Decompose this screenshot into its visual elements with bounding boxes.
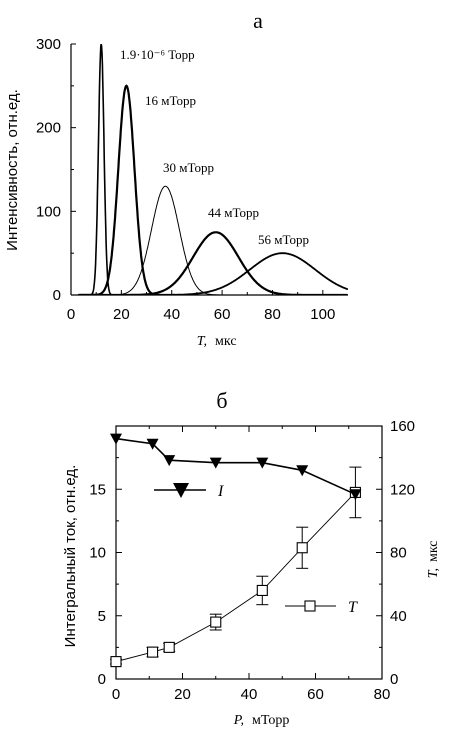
panel-b-series-T-marker [256,584,268,597]
panel-a-x-tick-label: 0 [67,306,75,323]
panel-b-x-tick-label: 20 [174,686,191,703]
legend-I-marker [173,483,189,498]
panel-b-series-T-line [115,492,356,663]
panel-a-series-label: 30 мТорр [163,160,214,175]
panel-b-y-axis-label: Интегральный ток, отн.ед. [62,465,79,648]
panel-a-chart: а Интенсивность, отн.ед. 0 20 40 60 80 100 0 10… [4,8,348,349]
panel-a-series-line [78,84,175,295]
panel-a-series-label: 1.9·10⁻⁶ Торр [120,47,195,62]
panel-a-x-tick-label: 60 [214,306,231,323]
panel-a-label: а [253,8,263,33]
panel-b-series-I-marker [256,457,269,469]
panel-a-series-line [79,231,348,295]
panel-b-chart: б Интегральный ток, отн.ед. T, мкс 0 20 40… [62,388,441,728]
panel-b-series-I-marker [209,457,222,469]
panel-a-x-axis-label: T, [197,334,207,349]
panel-b-right-axis-title: T, мкс [426,540,441,578]
panel-a-x-tick-label: 20 [113,306,130,323]
panel-b-series-I-marker [296,465,309,477]
panel-b-series-I-marker [110,433,122,445]
panel-b-series-T-marker [210,616,222,628]
panel-b-right-y-tick-label: 120 [390,481,415,498]
panel-a-series-label: 44 мТорр [208,205,259,220]
panel-b-right-axis-unit: мкс [426,540,441,562]
legend-T-label: T [348,599,358,616]
panel-b-y-tick-label: 5 [98,608,106,625]
panel-b-y-tick-label: 0 [98,671,106,688]
panel-b-right-y-tick-label: 0 [390,671,398,688]
panel-a-series-label: 16 мТорр [145,93,196,108]
panel-a-y-axis-label: Интенсивность, отн.ед. [4,89,21,251]
legend-T-marker [304,600,316,612]
panel-a-y-tick-label: 0 [53,287,61,304]
panel-a-series-label: 56 мТорр [258,232,309,247]
panel-a-series-line [84,44,118,295]
panel-a-x-tick-label: 40 [163,306,180,323]
panel-b-label: б [216,388,227,413]
panel-a-y-tick-label: 300 [36,36,61,53]
panel-b-series-I-marker [163,455,176,467]
panel-b-series-T-marker [296,542,308,554]
panel-b-right-y-tick-label: 40 [390,608,407,625]
panel-b-x-axis-label: P, [233,713,244,728]
panel-b-series-T-marker [147,646,159,658]
panel-b-y-tick-label: 15 [89,481,106,498]
panel-a-x-tick-label: 80 [264,306,281,323]
panel-b-right-y-tick-label: 80 [390,545,407,562]
panel-b-y-tick-label: 10 [89,545,106,562]
panel-a-x-axis-unit: мкс [215,334,237,349]
panel-b-x-tick-label: 80 [374,686,391,703]
panel-a-x-tick-label: 100 [310,306,335,323]
panel-b-x-tick-label: 60 [307,686,324,703]
panel-b-series-I-marker [146,438,159,450]
panel-b-right-y-tick-label: 160 [390,418,415,435]
panel-b-x-tick-label: 0 [112,686,120,703]
panel-b-right-axis-label: T, [426,568,441,578]
panel-b-series-T-marker [110,656,122,668]
panel-a-series-line [82,185,249,295]
panel-a-y-tick-label: 100 [36,203,61,220]
panel-b-x-axis-unit: мТорр [252,713,289,728]
panel-a-series-line [86,252,348,295]
panel-b-plot-frame [115,425,383,680]
panel-a-y-tick-label: 200 [36,120,61,137]
panel-b-x-tick-label: 40 [241,686,258,703]
panel-b-series-I-marker [349,489,362,501]
panel-b-series-T-marker [163,641,175,653]
legend-I-label: I [217,483,224,500]
